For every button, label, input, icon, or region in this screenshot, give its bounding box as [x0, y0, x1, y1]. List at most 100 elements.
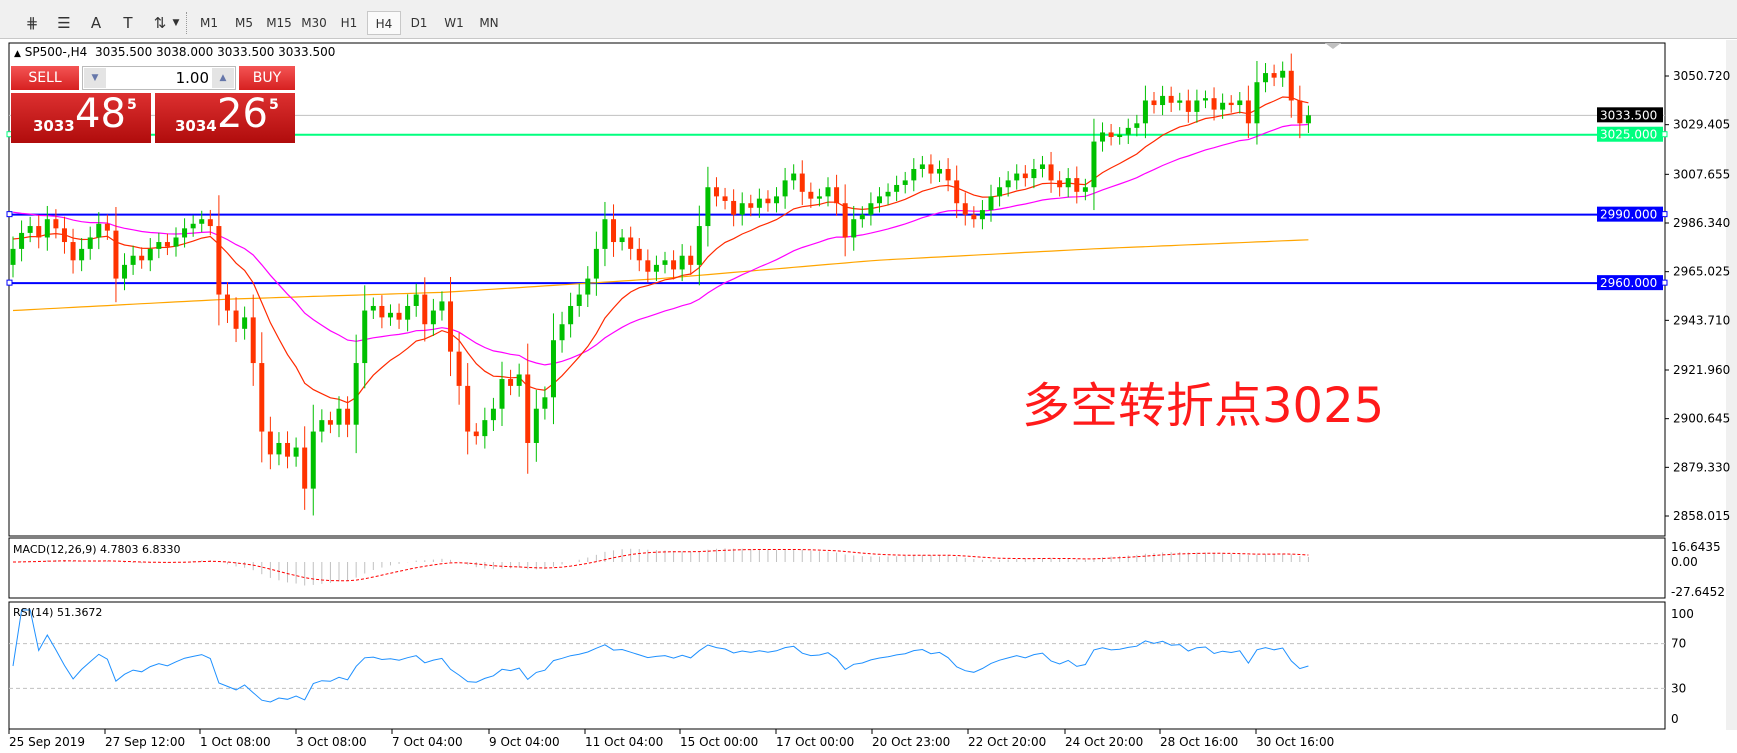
time-tick-label: 25 Sep 2019: [9, 735, 85, 749]
candle-body: [568, 305, 574, 325]
candle-body: [688, 255, 694, 265]
chart-shift-marker-icon[interactable]: [1325, 43, 1341, 49]
candle-body: [713, 187, 719, 197]
rsi-axis-label: 70: [1671, 637, 1686, 651]
candle-body: [79, 248, 85, 261]
candle-body: [593, 248, 599, 279]
candle-body: [988, 196, 994, 211]
text-label-icon[interactable]: T: [123, 14, 133, 32]
candle-body: [1297, 100, 1303, 124]
candle-body: [113, 230, 119, 279]
candle-body: [774, 196, 780, 204]
candle-body: [36, 226, 42, 238]
collapse-triangle-icon[interactable]: ▲: [14, 49, 21, 59]
text-icon[interactable]: A: [90, 14, 102, 32]
candle-body: [122, 264, 128, 279]
candle-body: [156, 242, 162, 249]
timeframe-h1[interactable]: H1: [340, 16, 358, 30]
candle-body: [945, 168, 951, 181]
candle-body: [842, 203, 848, 238]
lot-size-input[interactable]: 1.00: [175, 69, 209, 87]
candle-body: [448, 301, 454, 352]
sell-price-button[interactable]: 3033 48 5: [11, 91, 151, 143]
time-tick-label: 3 Oct 08:00: [296, 735, 367, 749]
candle-body: [919, 164, 925, 169]
time-tick-label: 7 Oct 04:00: [392, 735, 463, 749]
timeframe-w1[interactable]: W1: [444, 16, 464, 30]
buy-button[interactable]: BUY: [239, 66, 295, 90]
candle-body: [602, 219, 608, 249]
chevron-down-icon[interactable]: ▼: [172, 18, 180, 28]
candle-body: [310, 431, 316, 489]
candle-body: [1254, 82, 1260, 124]
rsi-axis-label: 30: [1671, 681, 1686, 695]
candle-body: [293, 447, 299, 457]
time-tick-label: 27 Sep 12:00: [105, 735, 185, 749]
candle-body: [1031, 168, 1037, 179]
timeframe-m30[interactable]: M30: [301, 16, 327, 30]
macd-axis-label: 0.00: [1671, 555, 1698, 569]
candle-body: [259, 363, 265, 432]
candle-body: [525, 374, 531, 443]
timeframe-mn[interactable]: MN: [479, 16, 499, 30]
candle-body: [182, 228, 188, 238]
level-handle[interactable]: [6, 279, 13, 286]
chart-header: ▲ SP500-,H4 3035.500 3038.000 3033.500 3…: [14, 45, 335, 59]
timeframe-h4[interactable]: H4: [367, 11, 401, 35]
increase-lot-icon[interactable]: ▲: [212, 68, 234, 88]
lot-size-stepper[interactable]: ▼ 1.00 ▲: [82, 66, 236, 90]
time-tick-label: 15 Oct 00:00: [680, 735, 758, 749]
timeframe-m1[interactable]: M1: [200, 16, 218, 30]
timeframe-m5[interactable]: M5: [235, 16, 253, 30]
candle-body: [765, 198, 771, 204]
sell-button[interactable]: SELL: [11, 66, 79, 90]
candle-body: [276, 442, 282, 455]
candle-body: [1160, 95, 1166, 106]
timeframe-d1[interactable]: D1: [410, 16, 428, 30]
time-tick-label: 24 Oct 20:00: [1065, 735, 1143, 749]
candle-body: [439, 301, 445, 311]
timeframe-m15[interactable]: M15: [266, 16, 292, 30]
candle-body: [1194, 100, 1200, 112]
price-tick-label: 2986.340: [1673, 216, 1730, 230]
candle-body: [87, 237, 93, 249]
candle-body: [1305, 115, 1311, 124]
price-tick-label: 3050.720: [1673, 69, 1730, 83]
fibonacci-fan-icon[interactable]: ☰: [57, 14, 71, 32]
candle-body: [979, 210, 985, 220]
candle-body: [1005, 180, 1011, 188]
buy-price-button[interactable]: 3034 26 5: [155, 91, 295, 143]
candle-body: [370, 305, 376, 311]
candle-body: [739, 203, 745, 215]
level-handle[interactable]: [1661, 211, 1668, 218]
candle-body: [782, 180, 788, 197]
candle-body: [10, 248, 16, 265]
candle-body: [396, 312, 402, 320]
level-handle[interactable]: [1661, 131, 1668, 138]
candle-body: [997, 187, 1003, 197]
candle-body: [722, 196, 728, 201]
candle-body: [379, 305, 385, 318]
candle-body: [859, 214, 865, 220]
candle-body: [362, 310, 368, 364]
macd-label: MACD(12,26,9) 4.7803 6.8330: [13, 543, 181, 556]
current-price-label: 3033.500: [1600, 108, 1657, 122]
candle-body: [104, 223, 110, 231]
candle-body: [250, 317, 256, 364]
level-handle[interactable]: [6, 211, 13, 218]
candle-body: [1091, 141, 1097, 188]
candle-body: [44, 219, 50, 238]
candle-body: [336, 408, 342, 425]
candle-body: [422, 294, 428, 325]
candle-body: [327, 420, 333, 425]
decrease-lot-icon[interactable]: ▼: [84, 68, 106, 88]
candle-body: [164, 242, 170, 247]
candle-body: [885, 191, 891, 197]
macd-axis-label: 16.6435: [1671, 540, 1721, 554]
level-handle[interactable]: [1661, 279, 1668, 286]
candle-body: [224, 294, 230, 311]
fibonacci-expansion-icon[interactable]: ⋕: [25, 14, 39, 32]
arrows-icon[interactable]: ⇅: [153, 14, 167, 32]
candle-body: [353, 363, 359, 425]
